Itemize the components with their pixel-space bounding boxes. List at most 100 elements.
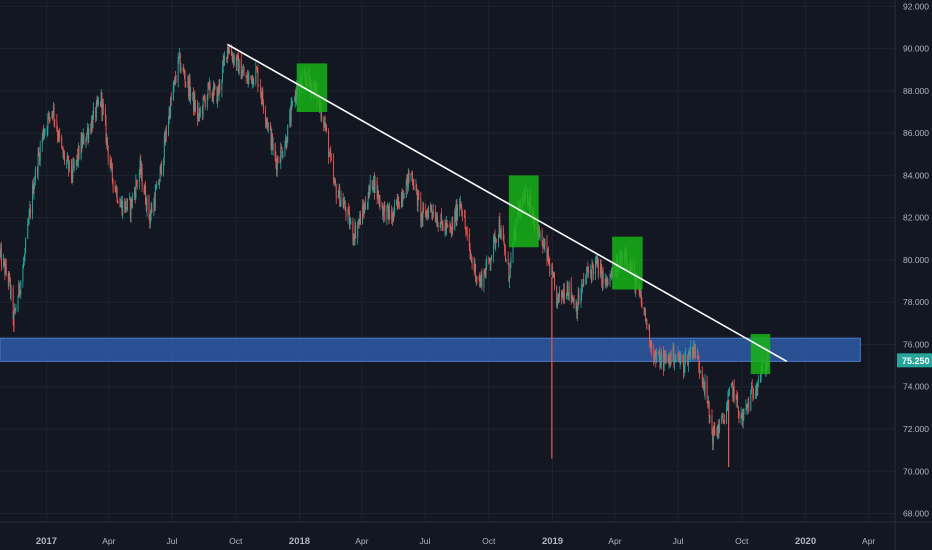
candle-body	[321, 118, 323, 120]
candle-body	[500, 227, 502, 239]
candle-body	[334, 180, 336, 183]
price-tick-label: 78.000	[903, 297, 929, 307]
candle-body	[411, 173, 413, 175]
candle-body	[178, 56, 180, 58]
candle-body	[218, 83, 220, 95]
candle-body	[95, 102, 97, 118]
candle-body	[674, 358, 676, 362]
candle-body	[90, 128, 92, 132]
candle-body	[141, 168, 143, 187]
candle-body	[558, 293, 560, 298]
candle-body	[38, 153, 40, 155]
candle-body	[212, 95, 214, 101]
candle-body	[276, 163, 278, 171]
candle-body	[547, 249, 549, 262]
candle-body	[483, 270, 485, 288]
candle-body	[229, 49, 230, 54]
time-axis[interactable]: 2017 Apr Jul Oct 2018 Apr Jul Oct 2019 Apr Jul Oct 2…	[0, 521, 932, 547]
candle-body	[680, 356, 682, 360]
candle-body	[62, 149, 64, 156]
candle-body	[121, 201, 123, 215]
price-tick-label: 86.000	[903, 128, 929, 138]
candle-body	[325, 126, 327, 127]
time-tick-label: Jul	[673, 536, 684, 546]
candle-body	[281, 147, 282, 149]
candle-body	[756, 389, 758, 391]
candle-body	[243, 70, 245, 77]
candle-body	[165, 130, 167, 143]
candle-body	[731, 382, 733, 384]
price-axis[interactable]: 68.000 70.000 72.000 74.000 76.000 78.000 80.0…	[894, 0, 932, 550]
candle-body	[34, 182, 36, 188]
candle-body	[692, 347, 694, 358]
candle-body	[347, 209, 349, 217]
trendline-layer[interactable]	[226, 43, 788, 363]
highlight-box[interactable]	[296, 63, 328, 113]
time-tick-label: Apr	[102, 536, 115, 546]
candle-body	[484, 273, 486, 277]
candle-body	[668, 355, 670, 363]
price-tick-label: 72.000	[903, 424, 929, 434]
candle-body	[732, 382, 734, 398]
candle-body	[92, 114, 94, 129]
candle-body	[595, 257, 597, 262]
candle-body	[597, 259, 599, 277]
candle-body	[250, 75, 252, 77]
candle-body	[485, 267, 487, 277]
candle-body	[742, 415, 743, 422]
candle-body	[236, 56, 238, 67]
candle-body	[271, 134, 273, 149]
highlight-box[interactable]	[750, 333, 771, 375]
candle-body	[611, 271, 612, 277]
candle-body	[160, 163, 162, 170]
candle-body	[56, 121, 58, 131]
candle-body	[245, 76, 247, 78]
candle-body	[32, 184, 34, 215]
candle-body	[208, 83, 210, 85]
candle-body	[373, 176, 375, 193]
candle-body	[154, 190, 156, 208]
trendline[interactable]	[226, 43, 788, 363]
candle-body	[270, 129, 272, 149]
candle-body	[582, 279, 584, 286]
candle-body	[143, 186, 145, 194]
candle-body	[47, 116, 49, 130]
candle-body	[570, 282, 572, 299]
candle-body	[63, 153, 65, 156]
candle-body	[260, 94, 262, 100]
candle-body	[13, 313, 15, 319]
candle-body	[52, 111, 54, 115]
candle-body	[741, 413, 743, 416]
candle-body	[643, 307, 645, 311]
candle-body	[398, 207, 400, 209]
candle-body	[169, 109, 171, 118]
candle-body	[486, 257, 488, 268]
candle-body	[702, 381, 704, 384]
candle-body	[450, 228, 452, 230]
candle-body	[326, 126, 327, 131]
candle-body	[665, 356, 667, 360]
last-price-label: 75.250	[902, 356, 930, 366]
candle-body	[280, 147, 282, 163]
candle-body	[165, 130, 167, 136]
candle-body	[751, 386, 752, 392]
candle-body	[66, 161, 68, 163]
candle-body	[609, 274, 611, 284]
candle-body	[491, 255, 492, 261]
highlight-box[interactable]	[508, 175, 539, 248]
candle-body	[110, 163, 112, 168]
candle-body	[179, 53, 181, 57]
highlight-box[interactable]	[612, 236, 643, 290]
candle-body	[41, 137, 43, 146]
candle-body	[328, 130, 330, 158]
support-zone-rect[interactable]	[0, 337, 861, 362]
candle-body	[658, 351, 660, 355]
candle-body	[87, 129, 89, 139]
candle-body	[653, 349, 655, 362]
candle-body	[726, 405, 728, 409]
candle-body	[709, 415, 711, 418]
candle-body	[296, 86, 298, 99]
candle-body	[170, 98, 172, 100]
candle-body	[219, 83, 221, 91]
